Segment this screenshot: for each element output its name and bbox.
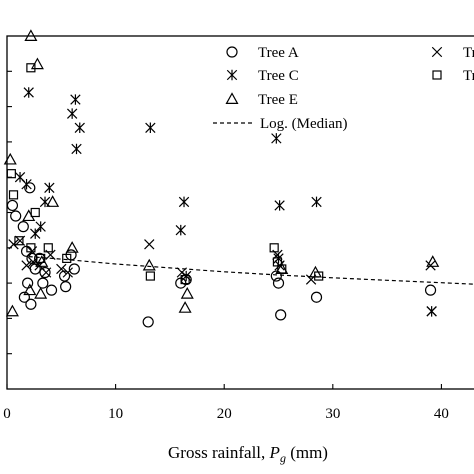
tree-b-point [425,260,436,271]
x-axis-label-unit: (mm) [286,443,328,462]
trendline-layer [28,256,474,285]
tree-d-point [14,236,24,246]
tree-c-point [74,122,85,134]
tree-a-point [17,221,29,233]
tree-a-point [18,291,30,303]
tree-d-point [145,271,155,281]
x-axis-label-sub: g [280,451,286,465]
x-tick-labels: 0 10 20 30 40 [3,406,449,422]
tree-e-point [30,57,44,70]
tree-c-point [70,94,81,105]
legend-tree-c-marker [226,69,238,81]
tree-e-point [24,29,38,42]
legend-tree-d-marker [432,70,442,80]
tree-d-point [8,190,19,200]
tree-a-point [25,298,37,310]
tree-a-point [24,182,36,194]
tree-d-point [269,243,279,253]
tree-d-point [43,243,53,253]
tree-b-point [144,239,155,250]
tree-e-point [34,286,48,299]
tree-d-point [180,274,190,285]
tree-e-point [308,265,322,278]
legend-tree-c-label: Tree C [258,68,299,84]
tree-a-point [142,316,154,328]
tree-a-point [275,309,287,321]
tree-c-point [35,221,46,232]
legend-tree-b-label: Tree [463,45,474,61]
axes [6,35,474,390]
tree-d-point [26,63,36,73]
legend: Tree A Tree Tree C Tree Tree E Log. (Median) [213,45,474,132]
tree-c-point [39,196,51,208]
tree-e-point [178,301,192,313]
data-points [3,29,440,328]
tree-b-point [40,267,52,278]
tree-e-point [3,152,17,165]
tree-c-point [30,228,41,239]
tree-b-point [56,263,67,275]
tree-e-point [180,286,194,299]
tree-a-point [10,210,22,222]
tree-c-point [175,224,186,236]
x-tick-label: 30 [325,406,340,422]
tree-e-point [22,209,36,222]
tree-c-point [274,200,285,211]
legend-tree-d-label: Tree [463,68,474,84]
tree-c-point [145,122,156,134]
x-axis-label-text: Gross rainfall, [168,443,270,462]
x-tick-label: 40 [434,406,449,422]
tree-e-point [65,241,79,253]
legend-trendline-label: Log. (Median) [260,116,347,132]
tree-a-point [58,270,71,282]
legend-tree-e-label: Tree E [258,92,298,108]
tree-c-point [311,196,322,208]
tree-a-point [60,281,72,293]
tree-a-point [39,266,51,279]
tree-a-point [37,277,49,289]
tree-a-point [45,284,58,296]
tree-e-point [5,304,19,317]
tree-c-point [426,306,437,317]
tree-e-point [46,195,60,207]
tree-a-point [424,284,437,296]
x-tick-label: 20 [217,406,232,422]
tree-d-point [30,207,40,218]
tree-b-point [8,239,19,250]
tree-e-point [275,262,289,274]
tree-a-point [6,199,19,212]
x-tick-label: 0 [3,406,11,422]
tree-d-point [62,253,72,263]
tree-a-point [270,270,282,282]
legend-tree-a-label: Tree A [258,45,299,61]
tree-a-point [68,263,80,275]
tree-b-point [62,267,73,278]
x-axis-label: Gross rainfall, Pg (mm) [168,443,328,465]
x-tick-label: 10 [108,406,123,422]
legend-tree-a-marker [226,46,238,58]
tree-d-point [26,243,36,253]
tree-e-point [23,283,37,296]
tree-c-point [271,133,282,144]
median-trendline [28,256,474,285]
tree-c-point [66,108,78,119]
tree-a-point [310,291,323,303]
tree-d-point [36,253,46,263]
legend-tree-e-marker [225,92,239,105]
tree-c-point [23,87,34,98]
tree-a-point [272,277,285,289]
tree-e-point [426,255,440,267]
tree-e-point [142,258,156,271]
x-axis-label-var: P [269,443,280,462]
tree-c-point [44,182,55,194]
tree-c-point [178,196,190,208]
tree-b-point [21,260,32,271]
legend-tree-b-marker [431,46,443,58]
tree-c-point [71,143,82,155]
plot-frame [6,35,474,390]
tree-d-point [6,169,16,179]
tree-c-point [21,179,32,190]
tree-e-point [35,255,49,267]
